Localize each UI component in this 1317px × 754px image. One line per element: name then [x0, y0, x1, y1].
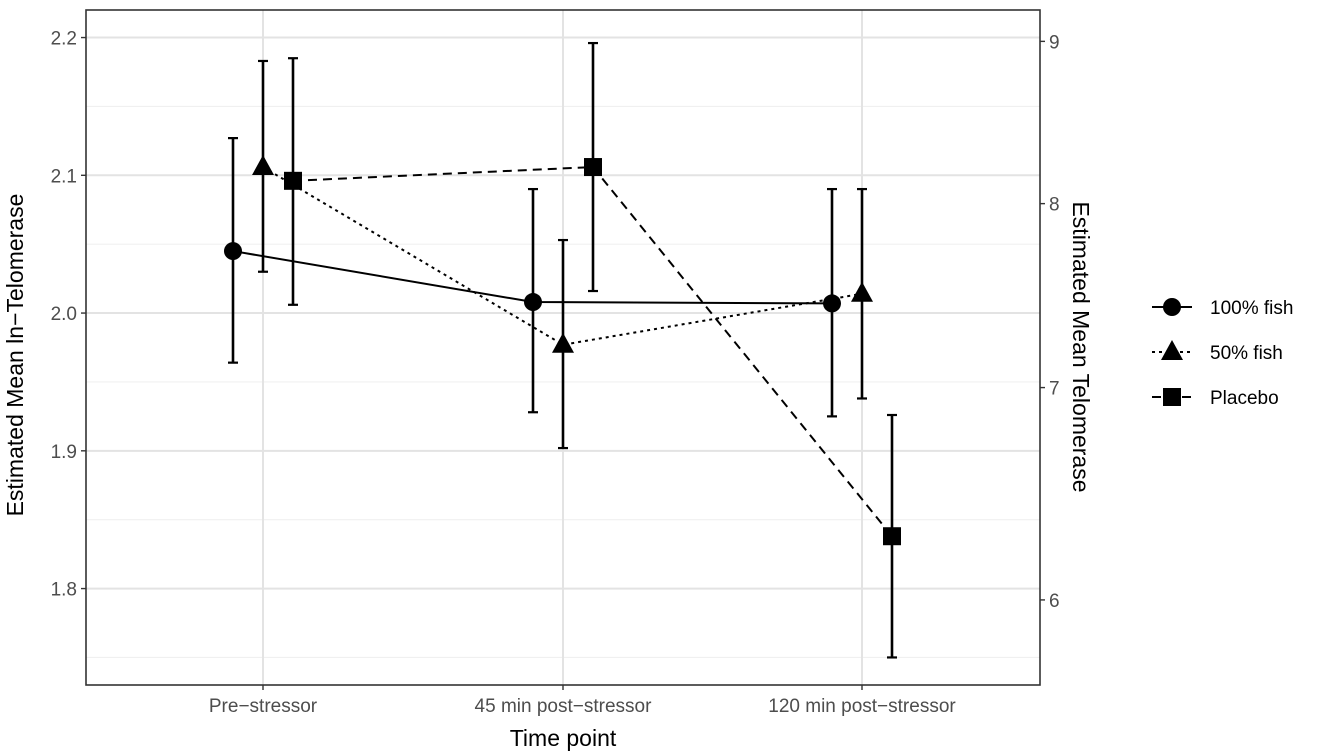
y-axis-title: Estimated Mean ln−Telomerase [2, 194, 28, 517]
left-axis: 1.8 1.9 2.0 2.1 2.2 [51, 29, 86, 601]
data-point [823, 294, 841, 313]
y2-tick-label: 7 [1049, 379, 1060, 400]
series-50-fish [252, 59, 873, 450]
data-point [552, 332, 574, 353]
data-point [284, 171, 302, 190]
plot-series [224, 41, 901, 659]
data-point [524, 293, 542, 312]
legend-label: 100% fish [1210, 298, 1293, 319]
plot-panel-border [85, 9, 1041, 686]
x-tick-label: 120 min post−stressor [768, 696, 956, 717]
y2-tick-label: 6 [1049, 591, 1060, 612]
legend-item: 50% fish [1152, 340, 1283, 364]
legend-label: Placebo [1210, 388, 1279, 409]
x-axis-title: Time point [510, 725, 617, 751]
series-placebo [284, 41, 901, 659]
data-point [252, 155, 274, 176]
right-axis: 6 7 8 9 [1040, 32, 1060, 612]
y-tick-label: 2.1 [51, 166, 77, 187]
x-axis: Pre−stressor 45 min post−stressor 120 min … [209, 685, 956, 717]
y-tick-label: 1.8 [51, 580, 77, 601]
y-tick-label: 1.9 [51, 442, 77, 463]
data-point [851, 281, 873, 302]
legend-key-marker [1163, 388, 1181, 406]
data-point [224, 242, 242, 261]
legend: 100% fish 50% fish Placebo [1152, 298, 1293, 409]
legend-item: Placebo [1152, 388, 1279, 409]
y-tick-label: 2.0 [51, 304, 77, 325]
legend-label: 50% fish [1210, 343, 1283, 364]
legend-key-marker [1163, 298, 1181, 316]
legend-item: 100% fish [1152, 298, 1293, 319]
x-tick-label: Pre−stressor [209, 696, 318, 717]
data-point [584, 158, 602, 177]
secondary-y-axis-title: Estimated Mean Telomerase [1068, 201, 1094, 492]
legend-key-marker [1161, 340, 1183, 360]
y2-tick-label: 8 [1049, 195, 1060, 216]
x-tick-label: 45 min post−stressor [475, 696, 653, 717]
y2-tick-label: 9 [1049, 32, 1060, 53]
data-point [883, 527, 901, 546]
y-tick-label: 2.2 [51, 29, 77, 50]
